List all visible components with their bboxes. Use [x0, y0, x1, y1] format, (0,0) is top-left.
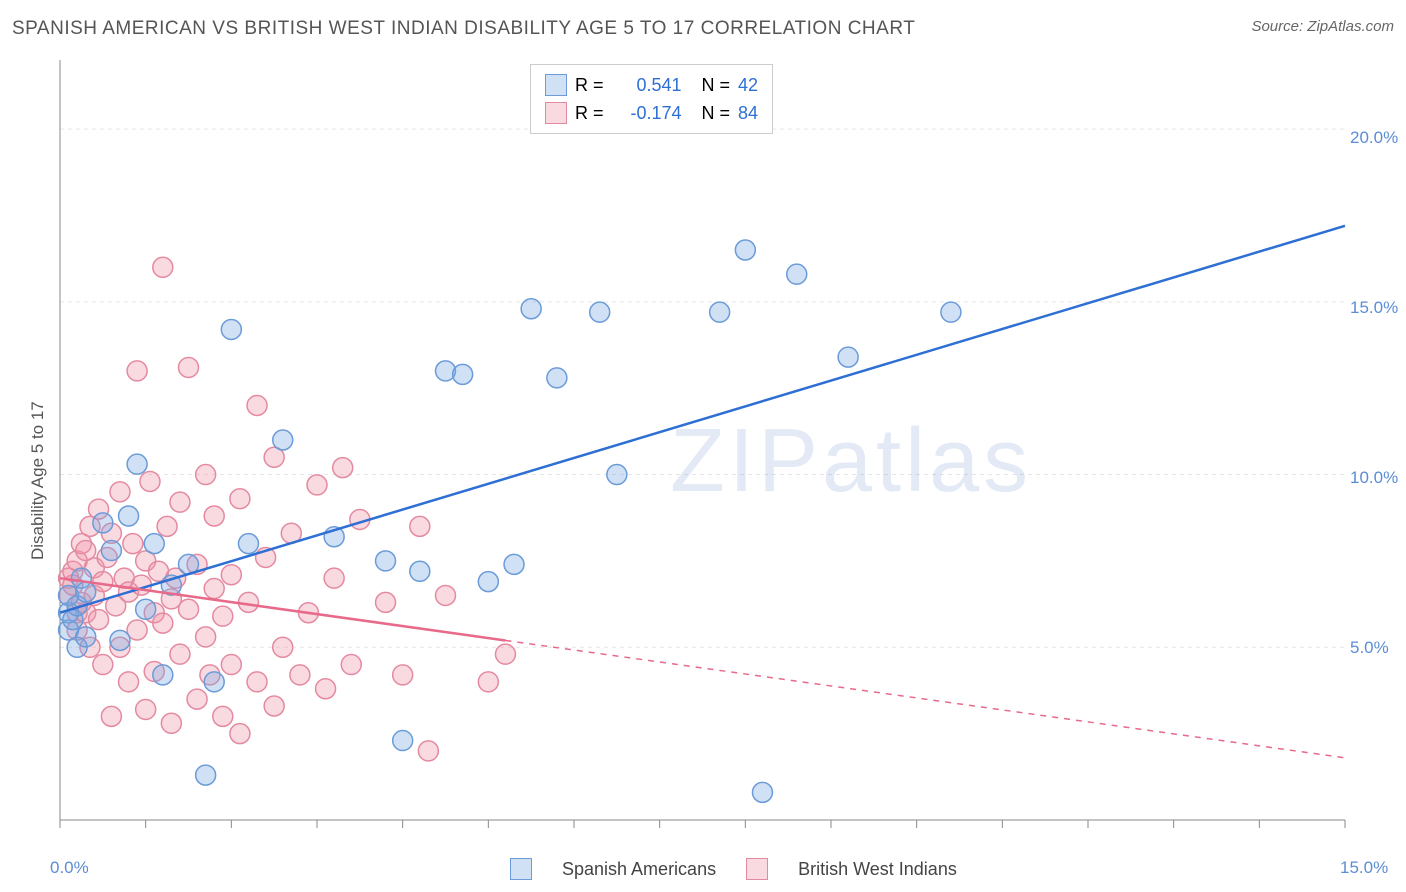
scatter-chart: [50, 60, 1390, 850]
r-label: R =: [575, 71, 604, 99]
n-label: N =: [702, 71, 731, 99]
correlation-legend: R = 0.541 N = 42 R = -0.174 N = 84: [530, 64, 773, 134]
y-axis-label: Disability Age 5 to 17: [28, 401, 48, 560]
r-value-british: -0.174: [612, 99, 682, 127]
legend-row-spanish: R = 0.541 N = 42: [545, 71, 758, 99]
swatch-spanish: [545, 74, 567, 96]
n-value-spanish: 42: [738, 71, 758, 99]
source-label: Source: ZipAtlas.com: [1251, 18, 1394, 35]
x-tick-15: 15.0%: [1340, 858, 1388, 878]
legend-label-british: British West Indians: [798, 859, 957, 880]
swatch-spanish-bottom: [510, 858, 532, 880]
series-legend: Spanish Americans British West Indians: [510, 858, 957, 880]
swatch-british-bottom: [746, 858, 768, 880]
y-tick-15: 15.0%: [1350, 298, 1398, 318]
x-tick-0: 0.0%: [50, 858, 89, 878]
swatch-british: [545, 102, 567, 124]
chart-title: SPANISH AMERICAN VS BRITISH WEST INDIAN …: [12, 18, 915, 39]
y-tick-20: 20.0%: [1350, 128, 1398, 148]
legend-row-british: R = -0.174 N = 84: [545, 99, 758, 127]
n-value-british: 84: [738, 99, 758, 127]
y-tick-10: 10.0%: [1350, 468, 1398, 488]
y-tick-5: 5.0%: [1350, 638, 1389, 658]
r-value-spanish: 0.541: [612, 71, 682, 99]
legend-label-spanish: Spanish Americans: [562, 859, 716, 880]
chart-area: ZIPatlas R = 0.541 N = 42 R = -0.174 N =…: [50, 60, 1390, 850]
n-label: N =: [702, 99, 731, 127]
r-label: R =: [575, 99, 604, 127]
